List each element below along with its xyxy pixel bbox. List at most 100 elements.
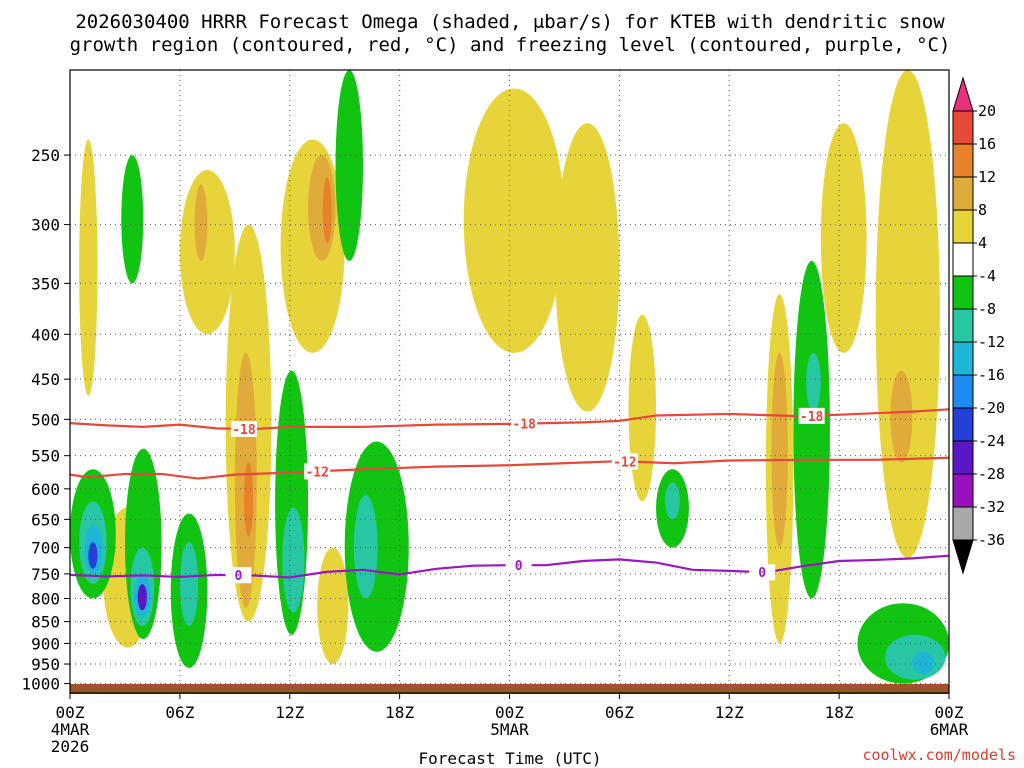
omega-region-0: [79, 139, 98, 396]
colorbar-label-8: -16: [978, 366, 1005, 384]
x-tick-label-6-1: 06Z: [165, 703, 194, 722]
omega-region-9: [322, 177, 332, 244]
x-tick-label-36-1: 12Z: [715, 703, 744, 722]
y-tick-label-950: 950: [31, 655, 60, 674]
ground-strip: [70, 684, 949, 694]
y-axis-pressure: 250 300 350 400 450 500 550 600 650 700 750 800 850 9…: [21, 146, 70, 694]
contour-label-bg-freezing-level-1: [505, 557, 532, 574]
colorbar-label-5: -4: [978, 267, 996, 285]
colorbar-bottom-arrow: [952, 539, 974, 575]
omega-region-32: [335, 70, 363, 261]
colorbar-label-2: 12: [978, 168, 996, 186]
colorbar-label-4: 4: [978, 234, 987, 252]
colorbar-segment-2: [952, 143, 974, 178]
omega-region-23: [88, 542, 98, 569]
chart-title-line1: 2026030400 HRRR Forecast Omega (shaded, …: [75, 11, 945, 33]
colorbar-segment-6: [952, 275, 974, 310]
omega-region-13: [628, 314, 656, 502]
x-tick-label-48-1: 00Z: [935, 703, 964, 722]
contour-label-freezing-level-0: 0: [235, 569, 243, 584]
y-tick-label-500: 500: [31, 410, 60, 429]
colorbar-segment-11: [952, 440, 974, 475]
chart-title-line2: growth region (contoured, red, °C) and f…: [70, 34, 951, 56]
y-tick-label-550: 550: [31, 447, 60, 466]
x-tick-label-30-1: 06Z: [605, 703, 634, 722]
contour-label-bg-dgz-minus12-0: [304, 463, 331, 480]
omega-region-27: [137, 583, 147, 611]
colorbar-label-9: -20: [978, 399, 1005, 417]
omega-region-38: [806, 352, 821, 412]
x-tick-label-12-1: 12Z: [275, 703, 304, 722]
credit-text: coolwx.com/models: [862, 746, 1016, 764]
colorbar-label-7: -12: [978, 333, 1005, 351]
x-tick-label-24-2: 5MAR: [490, 720, 529, 739]
colorbar-label-0: 20: [978, 102, 996, 120]
y-tick-label-400: 400: [31, 325, 60, 344]
omega-region-19: [121, 155, 144, 284]
x-tick-label-42-1: 18Z: [825, 703, 854, 722]
omega-region-37: [793, 260, 830, 599]
omega-region-16: [820, 123, 867, 353]
omega-region-2: [179, 170, 235, 335]
y-tick-label-1000: 1000: [21, 675, 60, 694]
colorbar-label-11: -28: [978, 465, 1005, 483]
contour-label-dgz-minus18-0: -18: [232, 423, 256, 438]
omega-region-34: [353, 495, 378, 599]
contour-label-dgz-minus12-1: -12: [613, 455, 636, 470]
colorbar: 20 16 12 8 4 -4 -8 -12 -16 -20 -24 -28 -32 -36: [952, 76, 1005, 575]
y-tick-label-250: 250: [31, 146, 60, 165]
y-tick-label-600: 600: [31, 480, 60, 499]
colorbar-segment-12: [952, 473, 974, 508]
contour-label-dgz-minus12-0: -12: [305, 465, 328, 480]
omega-region-15: [771, 352, 788, 548]
colorbar-segment-4: [952, 209, 974, 244]
colorbar-label-3: 8: [978, 201, 987, 219]
colorbar-segment-10: [952, 407, 974, 442]
omega-region-31: [282, 507, 305, 613]
colorbar-segment-5: [952, 242, 974, 277]
colorbar-segment-1: [952, 110, 974, 145]
y-tick-label-900: 900: [31, 634, 60, 653]
y-tick-label-750: 750: [31, 565, 60, 584]
x-tick-label-48-2: 6MAR: [930, 720, 969, 739]
contour-label-bg-dgz-minus12-1: [611, 453, 638, 470]
x-tick-label-0-1: 00Z: [56, 703, 85, 722]
x-tick-label-0-3: 2026: [51, 737, 90, 756]
y-tick-label-350: 350: [31, 274, 60, 293]
contour-label-bg-freezing-level-2: [749, 564, 776, 581]
contour-label-bg-dgz-minus18-0: [230, 420, 257, 437]
omega-region-17: [875, 70, 940, 559]
contour-label-dgz-minus18-2: -18: [800, 410, 824, 425]
omega-region-18: [890, 370, 913, 463]
colorbar-segment-8: [952, 341, 974, 376]
plot-area: -18 -18 -18 -12 -12 0 0 0: [69, 69, 950, 694]
colorbar-top-arrow: [952, 76, 974, 112]
x-tick-label-18-1: 18Z: [385, 703, 414, 722]
colorbar-label-1: 16: [978, 135, 996, 153]
colorbar-label-12: -32: [978, 498, 1005, 516]
omega-region-6: [243, 462, 254, 537]
omega-region-11: [463, 88, 565, 353]
omega-region-10: [317, 547, 349, 665]
contour-lines: -18 -18 -18 -12 -12 0 0 0: [70, 407, 949, 584]
contour-label-freezing-level-1: 0: [515, 559, 523, 574]
colorbar-label-10: -24: [978, 432, 1005, 450]
omega-region-29: [179, 542, 199, 627]
y-tick-label-450: 450: [31, 370, 60, 389]
colorbar-segment-7: [952, 308, 974, 343]
y-tick-label-300: 300: [31, 216, 60, 235]
colorbar-label-13: -36: [978, 531, 1005, 549]
y-tick-label-700: 700: [31, 539, 60, 558]
omega-region-41: [912, 651, 935, 674]
x-axis-label: Forecast Time (UTC): [418, 749, 601, 768]
omega-region-3: [194, 184, 208, 261]
contour-label-bg-freezing-level-0: [225, 567, 252, 584]
y-tick-label-650: 650: [31, 510, 60, 529]
contour-label-dgz-minus18-1: -18: [512, 418, 536, 433]
colorbar-label-6: -8: [978, 300, 996, 318]
omega-region-36: [665, 482, 680, 520]
contour-dgz-minus12: [70, 456, 949, 480]
omega-shading: [70, 70, 949, 684]
